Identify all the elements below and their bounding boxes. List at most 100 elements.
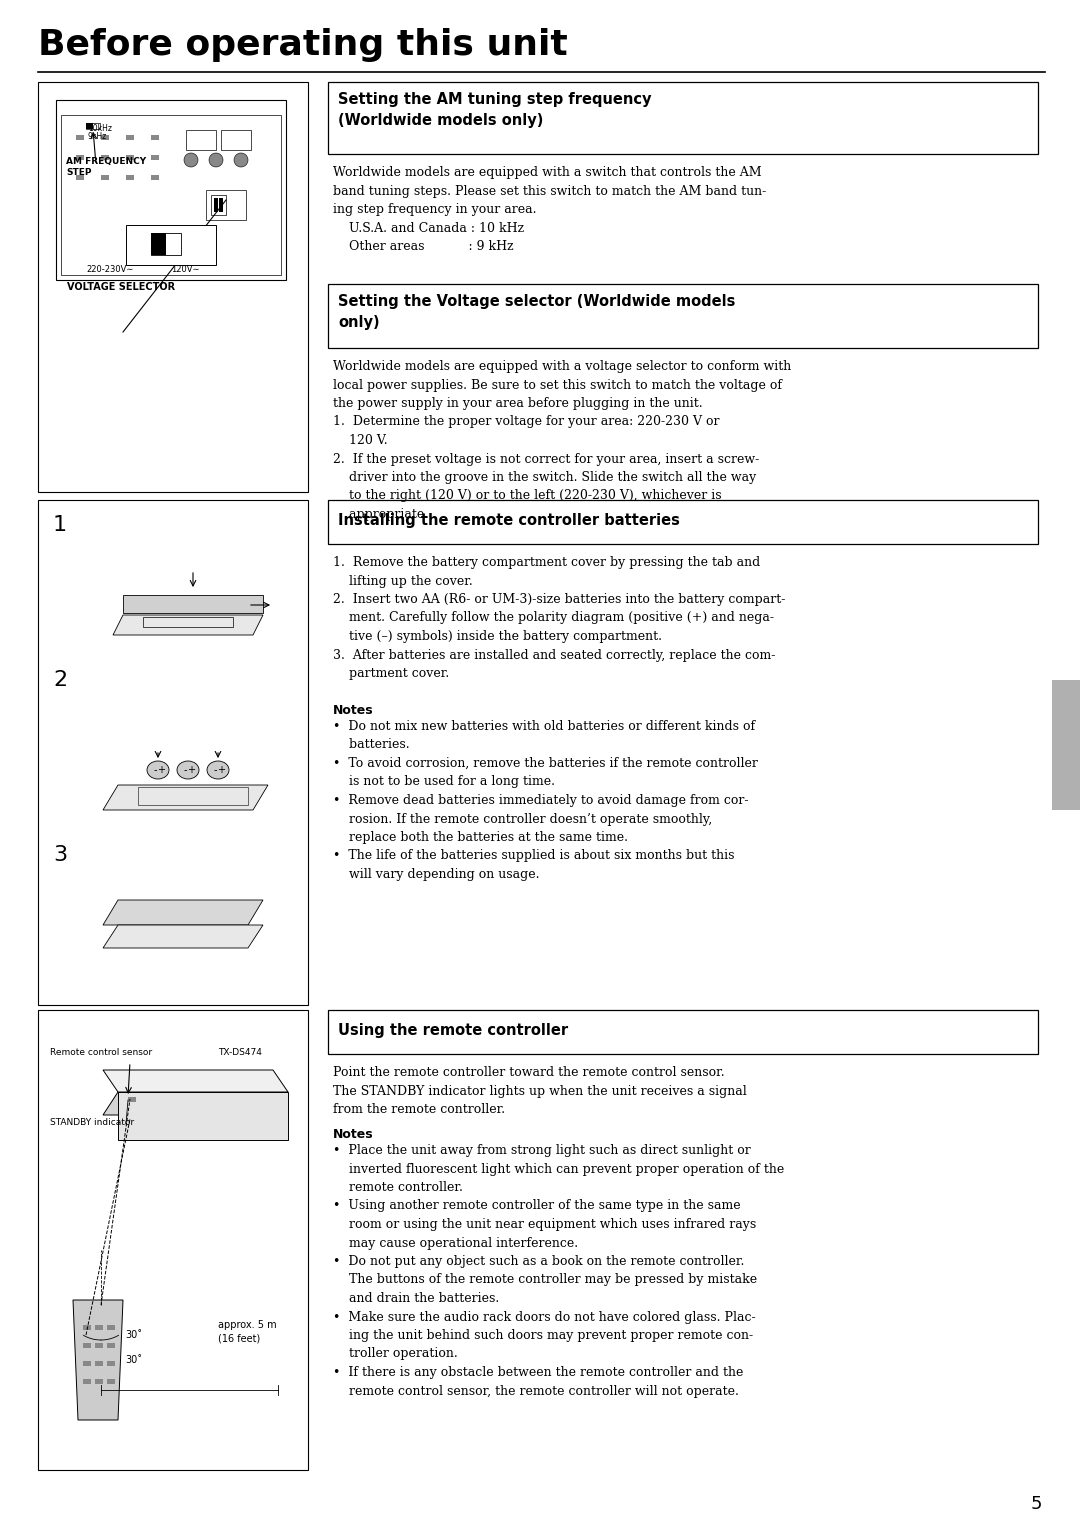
Bar [211, 195, 226, 215]
Text: 10kHz: 10kHz [87, 124, 112, 133]
Bar [83, 1325, 91, 1330]
Text: Worldwide models are equipped with a switch that controls the AM
band tuning ste: Worldwide models are equipped with a swi… [333, 166, 766, 253]
Text: Before operating this unit: Before operating this unit [38, 27, 568, 63]
Text: Worldwide models are equipped with a voltage selector to conform with
local powe: Worldwide models are equipped with a vol… [333, 360, 792, 521]
Bar [221, 130, 251, 150]
Bar [1052, 680, 1080, 809]
Bar [93, 124, 100, 128]
Polygon shape [73, 1299, 123, 1420]
Ellipse shape [147, 760, 168, 779]
Bar [76, 156, 84, 160]
Bar [151, 234, 181, 255]
Polygon shape [103, 785, 268, 809]
Polygon shape [118, 1092, 288, 1141]
Bar [126, 156, 134, 160]
Text: Setting the AM tuning step frequency
(Worldwide models only): Setting the AM tuning step frequency (Wo… [338, 92, 651, 128]
Bar [143, 617, 233, 628]
Text: Point the remote controller toward the remote control sensor.
The STANDBY indica: Point the remote controller toward the r… [333, 1066, 746, 1116]
Bar [102, 134, 109, 140]
Text: 9kHz: 9kHz [87, 131, 107, 140]
Text: +: + [217, 765, 225, 776]
Circle shape [184, 153, 198, 166]
Text: 220-230V∼: 220-230V∼ [86, 266, 133, 273]
Bar [107, 1379, 114, 1383]
Bar [186, 130, 216, 150]
Bar [107, 1325, 114, 1330]
Polygon shape [103, 925, 264, 948]
Text: 2: 2 [53, 670, 67, 690]
Bar [38, 1009, 308, 1471]
Bar [102, 156, 109, 160]
Text: 3: 3 [53, 844, 67, 864]
Text: VOLTAGE SELECTOR: VOLTAGE SELECTOR [67, 282, 175, 292]
Text: -: - [153, 765, 157, 776]
Text: 1.  Remove the battery compartment cover by pressing the tab and
    lifting up : 1. Remove the battery compartment cover … [333, 556, 785, 680]
Text: 5: 5 [1030, 1495, 1042, 1513]
Text: Using the remote controller: Using the remote controller [338, 1023, 568, 1038]
Bar [76, 176, 84, 180]
Ellipse shape [207, 760, 229, 779]
Bar [328, 82, 1038, 154]
Bar [83, 1344, 91, 1348]
Text: -: - [213, 765, 217, 776]
Text: approx. 5 m
(16 feet): approx. 5 m (16 feet) [218, 1319, 276, 1344]
Bar [151, 176, 159, 180]
Bar [38, 82, 308, 492]
Text: Notes: Notes [333, 1128, 374, 1141]
Bar [95, 1344, 103, 1348]
Polygon shape [103, 1092, 288, 1115]
Text: 1: 1 [53, 515, 67, 534]
Polygon shape [113, 615, 264, 635]
Text: 30˚: 30˚ [125, 1354, 143, 1365]
Text: •  Do not mix new batteries with old batteries or different kinds of
    batteri: • Do not mix new batteries with old batt… [333, 721, 758, 881]
Circle shape [210, 153, 222, 166]
Bar [126, 134, 134, 140]
Text: 120V∼: 120V∼ [171, 266, 200, 273]
Circle shape [234, 153, 248, 166]
Bar [83, 1361, 91, 1367]
Text: 30˚: 30˚ [125, 1330, 143, 1341]
Bar [86, 124, 100, 128]
Bar [129, 1096, 136, 1102]
Bar [95, 1361, 103, 1367]
Text: TX-DS474: TX-DS474 [218, 1048, 261, 1057]
Ellipse shape [177, 760, 199, 779]
Bar [214, 199, 218, 212]
Text: AM FREQUENCY
STEP: AM FREQUENCY STEP [66, 157, 146, 177]
Text: -: - [184, 765, 187, 776]
Bar [60, 115, 281, 275]
Bar [83, 1379, 91, 1383]
Polygon shape [123, 596, 264, 612]
Bar [219, 199, 222, 212]
Bar [95, 1325, 103, 1330]
Bar [328, 499, 1038, 544]
Polygon shape [103, 1070, 288, 1092]
Bar [138, 786, 248, 805]
Bar [166, 234, 181, 255]
Bar [151, 156, 159, 160]
Text: Notes: Notes [333, 704, 374, 718]
Bar [38, 499, 308, 1005]
Bar [206, 189, 246, 220]
Bar [76, 134, 84, 140]
Text: Installing the remote controller batteries: Installing the remote controller batteri… [338, 513, 680, 528]
Bar [328, 1009, 1038, 1054]
Text: Setting the Voltage selector (Worldwide models
only): Setting the Voltage selector (Worldwide … [338, 295, 735, 330]
Text: +: + [157, 765, 165, 776]
Bar [126, 224, 216, 266]
Bar [126, 176, 134, 180]
Polygon shape [103, 899, 264, 925]
Bar [151, 234, 166, 255]
Bar [107, 1344, 114, 1348]
Text: •  Place the unit away from strong light such as direct sunlight or
    inverted: • Place the unit away from strong light … [333, 1144, 784, 1397]
Bar [102, 176, 109, 180]
Bar [56, 99, 286, 279]
Bar [328, 284, 1038, 348]
Bar [107, 1361, 114, 1367]
Text: +: + [187, 765, 195, 776]
Text: Remote control sensor: Remote control sensor [50, 1048, 152, 1057]
Bar [151, 134, 159, 140]
Text: STANDBY indicator: STANDBY indicator [50, 1118, 134, 1127]
Bar [86, 124, 93, 128]
Bar [95, 1379, 103, 1383]
